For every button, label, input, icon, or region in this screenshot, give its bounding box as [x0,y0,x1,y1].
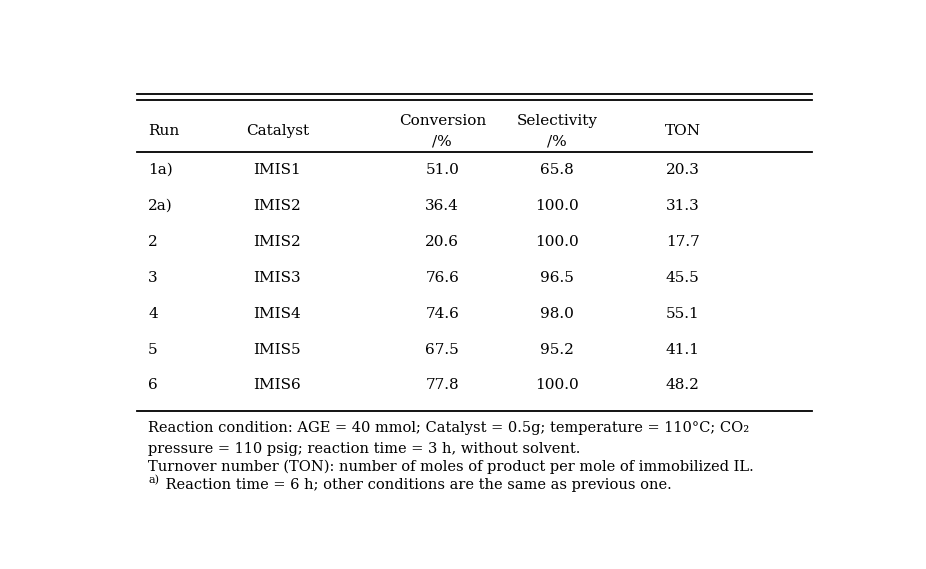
Text: 20.3: 20.3 [666,163,700,177]
Text: IMIS4: IMIS4 [254,307,301,321]
Text: Reaction condition: AGE = 40 mmol; Catalyst = 0.5g; temperature = 110°C; CO₂: Reaction condition: AGE = 40 mmol; Catal… [148,422,749,435]
Text: 55.1: 55.1 [666,307,699,321]
Text: IMIS3: IMIS3 [254,271,301,284]
Text: 67.5: 67.5 [425,343,459,357]
Text: 3: 3 [148,271,157,284]
Text: 36.4: 36.4 [425,199,459,213]
Text: 65.8: 65.8 [540,163,574,177]
Text: 76.6: 76.6 [425,271,459,284]
Text: 31.3: 31.3 [666,199,699,213]
Text: 2: 2 [148,235,157,249]
Text: IMIS5: IMIS5 [254,343,301,357]
Text: TON: TON [665,124,701,138]
Text: 20.6: 20.6 [425,235,459,249]
Text: 95.2: 95.2 [540,343,574,357]
Text: 4: 4 [148,307,157,321]
Text: Turnover number (TON): number of moles of product per mole of immobilized IL.: Turnover number (TON): number of moles o… [148,460,754,474]
Text: 1a): 1a) [148,163,173,177]
Text: pressure = 110 psig; reaction time = 3 h, without solvent.: pressure = 110 psig; reaction time = 3 h… [148,443,581,456]
Text: 100.0: 100.0 [535,378,579,393]
Text: Selectivity: Selectivity [517,114,597,128]
Text: 17.7: 17.7 [666,235,699,249]
Text: /%: /% [547,134,567,149]
Text: 51.0: 51.0 [425,163,459,177]
Text: IMIS1: IMIS1 [254,163,301,177]
Text: 6: 6 [148,378,157,393]
Text: 41.1: 41.1 [666,343,700,357]
Text: Catalyst: Catalyst [245,124,308,138]
Text: 48.2: 48.2 [666,378,700,393]
Text: Run: Run [148,124,180,138]
Text: 98.0: 98.0 [540,307,574,321]
Text: 5: 5 [148,343,157,357]
Text: IMIS6: IMIS6 [254,378,301,393]
Text: a): a) [148,475,159,485]
Text: Reaction time = 6 h; other conditions are the same as previous one.: Reaction time = 6 h; other conditions ar… [161,479,671,492]
Text: /%: /% [432,134,452,149]
Text: 77.8: 77.8 [425,378,459,393]
Text: IMIS2: IMIS2 [254,199,301,213]
Text: 100.0: 100.0 [535,199,579,213]
Text: 96.5: 96.5 [540,271,574,284]
Text: Conversion: Conversion [399,114,486,128]
Text: 100.0: 100.0 [535,235,579,249]
Text: 74.6: 74.6 [425,307,459,321]
Text: IMIS2: IMIS2 [254,235,301,249]
Text: 45.5: 45.5 [666,271,699,284]
Text: 2a): 2a) [148,199,173,213]
